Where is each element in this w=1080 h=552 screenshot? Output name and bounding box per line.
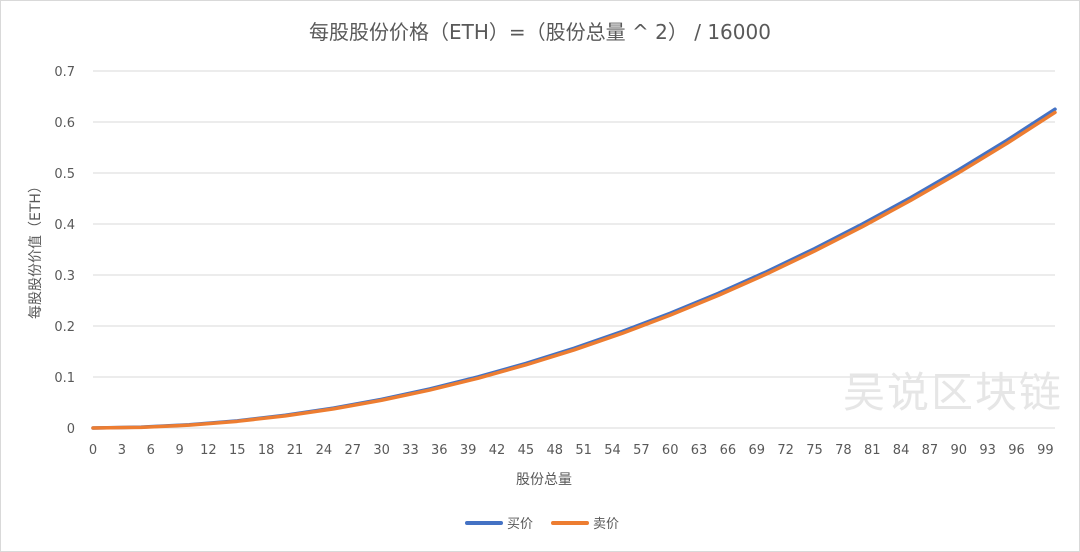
x-tick-label: 90: [951, 443, 968, 458]
x-tick-label: 42: [489, 443, 506, 458]
x-tick-label: 36: [431, 443, 448, 458]
x-tick-label: 96: [1008, 443, 1025, 458]
y-tick-label: 0.5: [54, 167, 75, 182]
x-tick-label: 93: [979, 443, 996, 458]
x-tick-label: 75: [806, 443, 823, 458]
y-tick-label: 0.2: [54, 320, 75, 335]
x-tick-label: 0: [89, 443, 97, 458]
x-tick-label: 18: [258, 443, 275, 458]
x-tick-label: 51: [575, 443, 592, 458]
x-tick-label: 9: [175, 443, 183, 458]
legend-label-0: 买价: [507, 517, 533, 532]
x-tick-label: 12: [200, 443, 217, 458]
x-tick-label: 69: [749, 443, 766, 458]
x-tick-label: 15: [229, 443, 246, 458]
x-tick-label: 33: [402, 443, 419, 458]
x-tick-label: 84: [893, 443, 910, 458]
x-tick-label: 6: [147, 443, 155, 458]
x-tick-label: 54: [604, 443, 621, 458]
x-tick-label: 21: [287, 443, 304, 458]
x-tick-label: 24: [316, 443, 333, 458]
x-tick-label: 57: [633, 443, 650, 458]
y-tick-label: 0.7: [54, 65, 75, 80]
x-tick-label: 99: [1037, 443, 1054, 458]
chart-title: 每股股份价格（ETH）=（股份总量 ^ 2） / 16000: [309, 20, 771, 44]
x-tick-label: 27: [344, 443, 361, 458]
y-tick-label: 0.4: [54, 218, 75, 233]
x-tick-label: 45: [518, 443, 535, 458]
y-tick-label: 0: [67, 422, 75, 437]
y-tick-label: 0.6: [54, 116, 75, 131]
watermark: 吴说区块链: [843, 368, 1063, 417]
x-tick-label: 3: [118, 443, 126, 458]
x-tick-label: 60: [662, 443, 679, 458]
x-tick-label: 72: [777, 443, 794, 458]
x-axis-title: 股份总量: [516, 472, 572, 488]
x-tick-label: 87: [922, 443, 939, 458]
y-tick-label: 0.3: [54, 269, 75, 284]
series-line-1: [91, 110, 1057, 430]
x-tick-label: 63: [691, 443, 708, 458]
x-tick-label: 48: [546, 443, 563, 458]
x-tick-label: 39: [460, 443, 477, 458]
y-axis-title: 每股股份价值（ETH）: [28, 179, 44, 319]
y-tick-label: 0.1: [54, 371, 75, 386]
legend: 买价 卖价: [465, 517, 619, 532]
x-tick-label: 66: [720, 443, 737, 458]
x-tick-label: 78: [835, 443, 852, 458]
x-tick-label: 30: [373, 443, 390, 458]
x-tick-label: 81: [864, 443, 881, 458]
legend-label-1: 卖价: [593, 517, 619, 532]
